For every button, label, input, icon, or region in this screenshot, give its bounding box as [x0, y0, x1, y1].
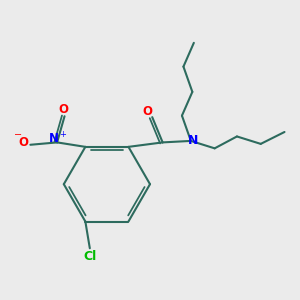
Text: O: O	[19, 136, 29, 149]
Text: −: −	[14, 130, 22, 140]
Text: O: O	[59, 103, 69, 116]
Text: O: O	[142, 105, 152, 118]
Text: Cl: Cl	[84, 250, 97, 263]
Text: N: N	[49, 132, 59, 145]
Text: +: +	[59, 130, 66, 139]
Text: N: N	[188, 134, 198, 146]
